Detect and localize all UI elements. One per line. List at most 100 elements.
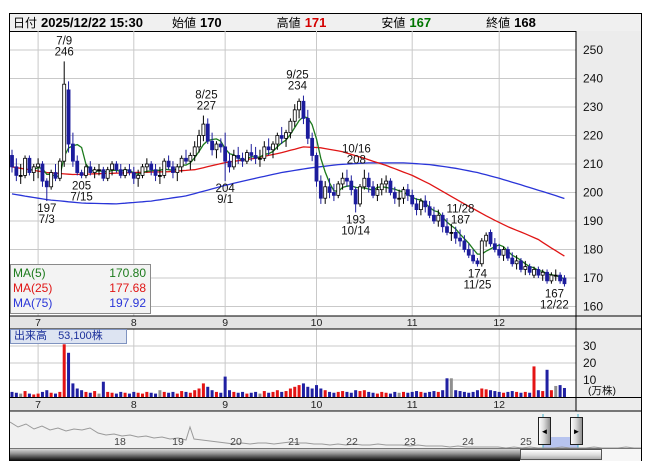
svg-text:11: 11: [407, 317, 418, 329]
svg-text:11/28: 11/28: [447, 204, 475, 216]
svg-text:21: 21: [288, 436, 300, 448]
svg-text:190: 190: [583, 214, 603, 228]
svg-text:230: 230: [583, 100, 603, 114]
svg-text:174: 174: [468, 269, 488, 281]
ma75-legend-row: MA(75) 197.92: [13, 296, 146, 311]
scrollbar-track-filled[interactable]: [10, 449, 520, 461]
svg-text:9/25: 9/25: [286, 70, 308, 82]
horizontal-scrollbar[interactable]: [10, 448, 641, 461]
svg-text:12/22: 12/22: [540, 300, 569, 312]
ma75-label: MA(75): [13, 296, 53, 310]
svg-text:200: 200: [583, 186, 603, 200]
volume-value: 53,100株: [58, 330, 103, 342]
scroll-right-button[interactable]: ►: [570, 417, 583, 445]
svg-text:20: 20: [583, 356, 597, 370]
svg-text:170: 170: [583, 271, 603, 285]
date-value: 2025/12/22 15:30: [41, 15, 143, 30]
svg-text:197: 197: [37, 203, 56, 215]
svg-text:240: 240: [583, 72, 603, 86]
svg-text:24: 24: [462, 436, 474, 448]
open-value: 170: [199, 15, 222, 30]
ma5-line: [29, 115, 565, 280]
svg-text:204: 204: [216, 183, 236, 195]
svg-text:246: 246: [55, 46, 74, 58]
svg-text:(万株): (万株): [588, 384, 616, 397]
price-volume-chart: 250240230220210200190180170160302010(万株)…: [10, 31, 641, 449]
close-label: 終値: [486, 16, 511, 30]
ma5-value: 170.80: [109, 266, 146, 280]
scrollbar-thumb[interactable]: [520, 449, 602, 460]
svg-text:11/25: 11/25: [463, 280, 491, 292]
svg-text:10: 10: [311, 317, 323, 329]
ma25-label: MA(25): [13, 281, 53, 295]
high-value: 171: [304, 15, 327, 30]
open-label: 始値: [171, 16, 196, 30]
svg-text:23: 23: [404, 436, 416, 448]
svg-text:7: 7: [35, 317, 41, 329]
svg-text:10/16: 10/16: [342, 144, 371, 156]
volume-label-box: 出来高 53,100株: [10, 329, 127, 344]
ma25-legend-row: MA(25) 177.68: [13, 281, 146, 296]
candles-layer: [10, 61, 567, 287]
svg-text:7/3: 7/3: [39, 214, 55, 226]
ma75-value: 197.92: [109, 296, 146, 310]
svg-text:18: 18: [114, 436, 126, 448]
ma5-label: MA(5): [13, 266, 46, 280]
minimap-selection: [543, 437, 578, 448]
svg-text:8: 8: [131, 317, 137, 329]
overview-minimap: 18 19 20 21 22 23 24 25: [10, 414, 641, 449]
svg-text:9: 9: [222, 317, 228, 329]
ma5-legend-row: MA(5) 170.80: [13, 266, 146, 281]
svg-text:7/15: 7/15: [70, 191, 92, 203]
svg-text:9: 9: [222, 399, 228, 411]
svg-text:7/9: 7/9: [56, 35, 72, 47]
svg-text:205: 205: [72, 180, 91, 192]
chart-frame: 日付 2025/12/22 15:30 始値 170 高値 171 安値 167…: [9, 13, 642, 461]
volume-bars: [10, 344, 566, 397]
ma75-line: [11, 162, 565, 205]
svg-text:234: 234: [288, 81, 308, 93]
svg-text:208: 208: [347, 155, 366, 167]
svg-text:250: 250: [583, 43, 603, 57]
month-bands: 7 7 8 8 9 9 10 10 11 11 12 12: [10, 315, 641, 412]
svg-text:193: 193: [346, 214, 365, 226]
svg-text:7: 7: [35, 399, 41, 411]
left-arrow-icon: ◄: [540, 426, 549, 436]
svg-text:11: 11: [407, 399, 418, 411]
svg-text:160: 160: [583, 300, 603, 314]
svg-text:10: 10: [583, 373, 597, 387]
svg-text:19: 19: [172, 436, 184, 448]
chart-annotations: 7/92468/252279/2523410/1620811/281871977…: [37, 35, 569, 311]
svg-text:167: 167: [545, 289, 564, 301]
svg-text:25: 25: [520, 436, 532, 448]
high-label: 高値: [276, 16, 301, 30]
svg-text:227: 227: [197, 101, 216, 113]
ma-legend: MA(5) 170.80 MA(25) 177.68 MA(75) 197.92: [10, 264, 151, 314]
svg-text:30: 30: [583, 339, 597, 353]
svg-text:22: 22: [346, 436, 358, 448]
svg-text:220: 220: [583, 129, 603, 143]
close-value: 168: [514, 15, 536, 30]
svg-text:9/1: 9/1: [217, 194, 233, 206]
svg-text:10: 10: [311, 399, 323, 411]
ma25-value: 177.68: [109, 281, 146, 295]
volume-title: 出来高: [14, 330, 47, 342]
svg-text:8/25: 8/25: [195, 90, 217, 102]
svg-text:20: 20: [230, 436, 242, 448]
quote-header: 日付 2025/12/22 15:30 始値 170 高値 171 安値 167…: [10, 14, 641, 32]
low-value: 167: [409, 15, 432, 30]
svg-text:210: 210: [583, 157, 603, 171]
svg-text:10/14: 10/14: [341, 225, 370, 237]
svg-text:12: 12: [493, 399, 505, 411]
right-arrow-icon: ►: [572, 426, 581, 436]
scroll-left-button[interactable]: ◄: [538, 417, 551, 445]
svg-text:187: 187: [451, 215, 470, 227]
svg-text:8: 8: [131, 399, 137, 411]
minimap-line: [10, 421, 641, 449]
low-label: 安値: [381, 16, 406, 30]
date-label: 日付: [13, 16, 38, 30]
svg-text:12: 12: [493, 317, 505, 329]
svg-text:180: 180: [583, 243, 603, 257]
